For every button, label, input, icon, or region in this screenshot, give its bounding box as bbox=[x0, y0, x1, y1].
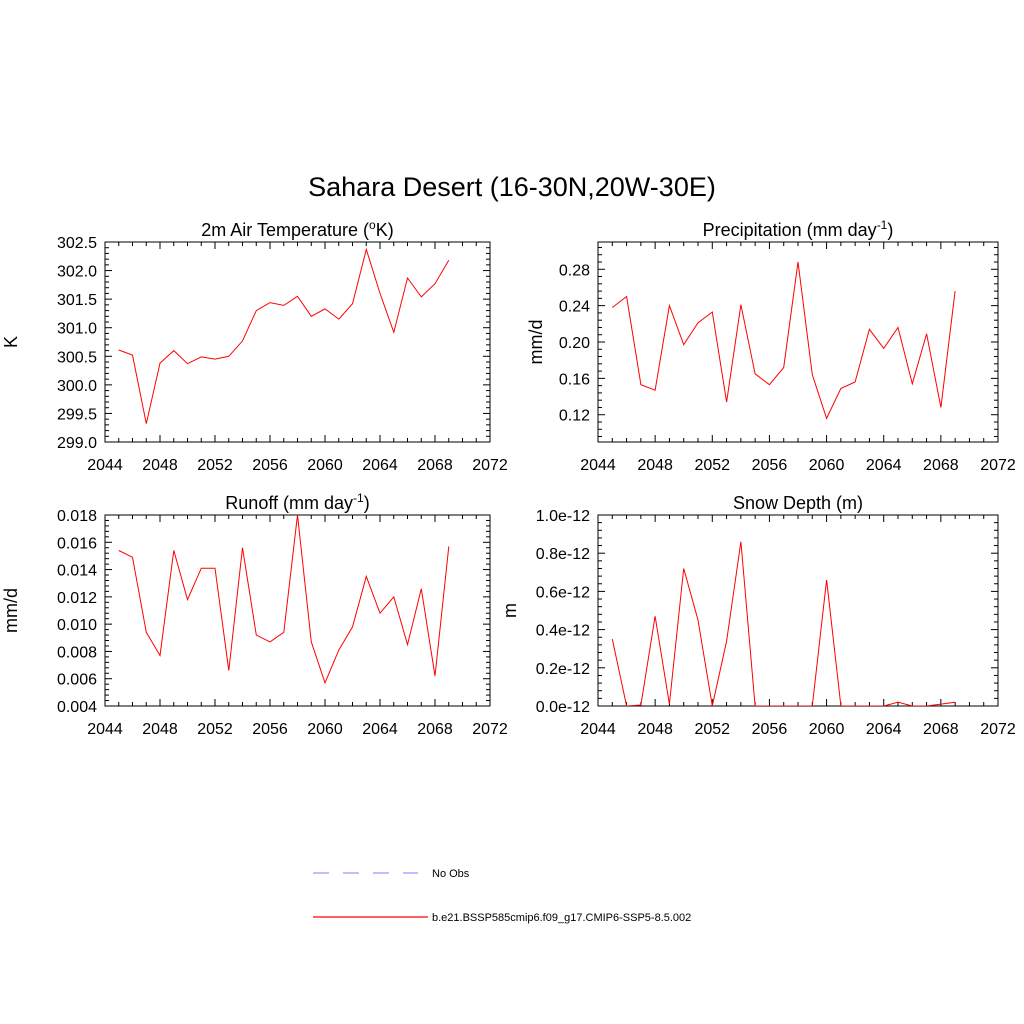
precipitation-plot-frame bbox=[597, 241, 999, 443]
y-tick-label: 301.0 bbox=[57, 321, 97, 338]
x-tick-label: 2048 bbox=[142, 457, 178, 474]
precipitation-title: Precipitation (mm day-1) bbox=[703, 218, 894, 240]
x-tick-label: 2060 bbox=[809, 457, 845, 474]
x-tick-label: 2052 bbox=[694, 457, 730, 474]
panel-air-temperature: 2m Air Temperature (oK) K 2044 2048 2052 2056… bbox=[1, 218, 508, 474]
snow-depth-plot-frame bbox=[597, 514, 999, 707]
air-temperature-plot-frame bbox=[104, 241, 491, 443]
x-tick-label: 2064 bbox=[362, 457, 398, 474]
x-tick-label: 2060 bbox=[809, 721, 845, 738]
x-tick-label: 2048 bbox=[637, 457, 673, 474]
x-tick-label: 2044 bbox=[580, 457, 616, 474]
figure-title: Sahara Desert (16-30N,20W-30E) bbox=[308, 172, 716, 202]
x-tick-label: 2048 bbox=[637, 721, 673, 738]
y-tick-label: 0.018 bbox=[57, 508, 97, 525]
panel-runoff: Runoff (mm day-1) mm/d 2044 2048 2052 2056 206… bbox=[1, 491, 508, 738]
air-temperature-series-line bbox=[118, 247, 450, 424]
y-tick-label: 0.2e-12 bbox=[536, 661, 590, 678]
x-tick-label: 2072 bbox=[472, 457, 508, 474]
x-tick-label: 2052 bbox=[197, 457, 233, 474]
precipitation-ylabel: mm/d bbox=[526, 320, 546, 365]
y-tick-label: 0.20 bbox=[559, 335, 590, 352]
x-tick-label: 2052 bbox=[694, 721, 730, 738]
runoff-series-line bbox=[118, 515, 450, 685]
runoff-ylabel: mm/d bbox=[1, 588, 21, 633]
x-tick-label: 2072 bbox=[980, 721, 1016, 738]
x-tick-label: 2068 bbox=[417, 457, 453, 474]
x-tick-label: 2056 bbox=[752, 457, 788, 474]
y-tick-label: 0.010 bbox=[57, 617, 97, 634]
x-tick-label: 2068 bbox=[417, 721, 453, 738]
x-tick-label: 2068 bbox=[923, 721, 959, 738]
precipitation-series-line bbox=[611, 261, 956, 420]
x-tick-label: 2044 bbox=[87, 457, 123, 474]
y-tick-label: 1.0e-12 bbox=[536, 508, 590, 525]
y-tick-label: 0.24 bbox=[559, 299, 590, 316]
y-tick-label: 302.0 bbox=[57, 264, 97, 281]
x-tick-label: 2064 bbox=[866, 721, 902, 738]
x-tick-label: 2064 bbox=[866, 457, 902, 474]
y-tick-label: 300.0 bbox=[57, 378, 97, 395]
x-tick-label: 2056 bbox=[252, 457, 288, 474]
x-tick-label: 2044 bbox=[580, 721, 616, 738]
y-tick-label: 0.006 bbox=[57, 672, 97, 689]
x-tick-label: 2060 bbox=[307, 457, 343, 474]
x-tick-label: 2072 bbox=[980, 457, 1016, 474]
runoff-title: Runoff (mm day-1) bbox=[225, 491, 369, 513]
snow-depth-title: Snow Depth (m) bbox=[733, 493, 863, 513]
x-tick-label: 2044 bbox=[87, 721, 123, 738]
y-tick-label: 0.008 bbox=[57, 644, 97, 661]
x-tick-label: 2048 bbox=[142, 721, 178, 738]
legend: No Obs b.e21.BSSP585cmip6.f09_g17.CMIP6-… bbox=[313, 868, 691, 924]
x-tick-label: 2056 bbox=[752, 721, 788, 738]
panel-precipitation: Precipitation (mm day-1) mm/d 2044 2048 2052… bbox=[526, 218, 1016, 474]
y-tick-label: 299.0 bbox=[57, 435, 97, 452]
snow-depth-series-line bbox=[611, 541, 956, 706]
x-tick-label: 2068 bbox=[923, 457, 959, 474]
x-tick-label: 2064 bbox=[362, 721, 398, 738]
legend-label-model: b.e21.BSSP585cmip6.f09_g17.CMIP6-SSP5-8.… bbox=[432, 912, 691, 924]
air-temperature-ylabel: K bbox=[1, 336, 21, 348]
panel-snow-depth: Snow Depth (m) m 2044 2048 2052 2056 2060 2064 2… bbox=[500, 493, 1016, 738]
y-tick-label: 0.016 bbox=[57, 535, 97, 552]
y-tick-label: 0.004 bbox=[57, 699, 97, 716]
y-tick-label: 0.4e-12 bbox=[536, 623, 590, 640]
x-tick-label: 2056 bbox=[252, 721, 288, 738]
y-tick-label: 302.5 bbox=[57, 235, 97, 252]
snow-depth-ylabel: m bbox=[500, 603, 520, 618]
y-tick-label: 0.12 bbox=[559, 408, 590, 425]
runoff-plot-frame bbox=[104, 514, 491, 707]
legend-label-no-obs: No Obs bbox=[432, 868, 470, 880]
x-tick-label: 2060 bbox=[307, 721, 343, 738]
y-tick-label: 0.0e-12 bbox=[536, 699, 590, 716]
x-tick-label: 2072 bbox=[472, 721, 508, 738]
y-tick-label: 299.5 bbox=[57, 406, 97, 423]
y-tick-label: 0.28 bbox=[559, 262, 590, 279]
y-tick-label: 0.6e-12 bbox=[536, 584, 590, 601]
y-tick-label: 0.012 bbox=[57, 590, 97, 607]
y-tick-label: 300.5 bbox=[57, 349, 97, 366]
y-tick-label: 0.8e-12 bbox=[536, 546, 590, 563]
y-tick-label: 0.16 bbox=[559, 371, 590, 388]
air-temperature-title: 2m Air Temperature (oK) bbox=[201, 218, 393, 240]
y-tick-label: 0.014 bbox=[57, 563, 97, 580]
x-tick-label: 2052 bbox=[197, 721, 233, 738]
y-tick-label: 301.5 bbox=[57, 292, 97, 309]
